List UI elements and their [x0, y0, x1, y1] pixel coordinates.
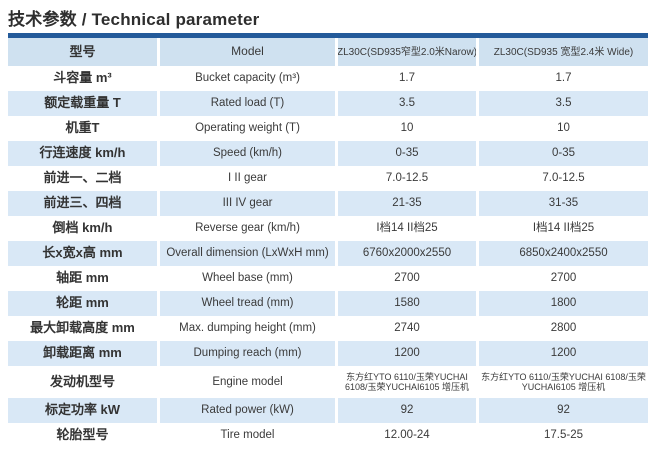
param-label-zh: 最大卸载高度 mm [30, 320, 135, 336]
param-value-narrow: 1200 [338, 341, 476, 366]
param-label-en: Overall dimension (LxWxH mm) [160, 241, 335, 266]
param-value-wide: 1800 [479, 291, 648, 316]
param-value-wide: 92 [479, 398, 648, 423]
param-label-zh: 轮距 mm [8, 291, 157, 316]
param-label-en: Wheel base (mm) [202, 272, 293, 285]
table-row: 行连速度 km/h Speed (km/h) 0-35 0-35 [8, 141, 648, 166]
param-label-zh: 机重T [65, 120, 100, 136]
table-row: 卸载距离 mm Dumping reach (mm) 1200 1200 [8, 341, 648, 366]
param-label-zh: 斗容量 m³ [53, 70, 112, 86]
param-value-narrow: 7.0-12.5 [385, 172, 429, 185]
param-value-narrow: 6760x2000x2550 [338, 241, 476, 266]
param-value-narrow: 2740 [394, 322, 420, 335]
param-label-en: III IV gear [160, 191, 335, 216]
param-value-wide: 31-35 [479, 191, 648, 216]
param-label-zh: 轮胎型号 [56, 427, 109, 443]
param-label-zh: 前进一、二档 [43, 170, 122, 186]
param-value-narrow: 12.00-24 [384, 429, 430, 442]
param-label-zh: 前进三、四档 [8, 191, 157, 216]
param-value-wide: 10 [557, 122, 570, 135]
param-label-zh: 行连速度 km/h [8, 141, 157, 166]
param-label-zh: 卸载距离 mm [8, 341, 157, 366]
table-row: 斗容量 m³ Bucket capacity (m³) 1.7 1.7 [8, 66, 648, 91]
param-value-narrow: I档14 II档25 [376, 222, 438, 235]
table-row: 长x宽x高 mm Overall dimension (LxWxH mm) 67… [8, 241, 648, 266]
param-label-en: Tire model [220, 429, 275, 442]
param-label-zh: 发动机型号 [49, 373, 115, 389]
param-value-narrow: 1.7 [399, 72, 415, 85]
technical-parameter-table: 型号 Model ZL30C(SD935窄型2.0米Narow) ZL30C(S… [8, 38, 648, 448]
param-label-en: Bucket capacity (m³) [195, 72, 300, 85]
param-label-zh: 轴距 mm [56, 270, 109, 286]
header-model-label-zh: 型号 [8, 38, 157, 66]
table-row: 轴距 mm Wheel base (mm) 2700 2700 [8, 266, 648, 291]
param-value-wide: 6850x2400x2550 [479, 241, 648, 266]
param-label-en: Engine model [212, 375, 283, 388]
param-label-zh: 标定功率 kW [8, 398, 157, 423]
param-label-en: Reverse gear (km/h) [195, 222, 300, 235]
param-value-wide: 17.5-25 [543, 429, 583, 442]
param-label-en: Operating weight (T) [195, 122, 300, 135]
param-value-wide: 东方红YTO 6110/玉荣YUCHAI 6108/玉荣YUCHAI6105 增… [481, 371, 646, 393]
table-row: 倒档 km/h Reverse gear (km/h) I档14 II档25 I… [8, 216, 648, 241]
param-label-en: I II gear [228, 172, 267, 185]
param-label-zh: 倒档 km/h [52, 220, 113, 236]
param-value-narrow: 92 [338, 398, 476, 423]
param-value-narrow: 2700 [394, 272, 420, 285]
param-value-wide: 1.7 [555, 72, 572, 85]
param-value-wide: 7.0-12.5 [542, 172, 585, 185]
param-label-en: Max. dumping height (mm) [179, 322, 316, 335]
param-label-en: Dumping reach (mm) [160, 341, 335, 366]
table-row: 前进三、四档 III IV gear 21-35 31-35 [8, 191, 648, 216]
header-variant-wide: ZL30C(SD935 宽型2.4米 Wide) [479, 38, 648, 66]
param-label-en: Rated load (T) [160, 91, 335, 116]
param-label-zh: 额定载重量 T [8, 91, 157, 116]
table-row: 机重T Operating weight (T) 10 10 [8, 116, 648, 141]
table-row: 最大卸载高度 mm Max. dumping height (mm) 2740 … [8, 316, 648, 341]
param-value-wide: 2700 [550, 272, 577, 285]
param-value-narrow: 0-35 [338, 141, 476, 166]
table-row: 额定载重量 T Rated load (T) 3.5 3.5 [8, 91, 648, 116]
param-value-narrow: 10 [400, 122, 414, 135]
param-label-en: Rated power (kW) [160, 398, 335, 423]
param-value-wide: 3.5 [479, 91, 648, 116]
param-value-wide: 1200 [479, 341, 648, 366]
param-label-zh: 长x宽x高 mm [8, 241, 157, 266]
param-value-narrow: 3.5 [338, 91, 476, 116]
table-row: 标定功率 kW Rated power (kW) 92 92 [8, 398, 648, 423]
param-label-en: Wheel tread (mm) [160, 291, 335, 316]
param-label-en: Speed (km/h) [160, 141, 335, 166]
param-value-wide: I档14 II档25 [532, 222, 595, 235]
param-value-wide: 0-35 [479, 141, 648, 166]
param-value-narrow: 1580 [338, 291, 476, 316]
header-model-label-en: Model [160, 38, 335, 66]
param-value-narrow: 东方红YTO 6110/玉荣YUCHAI 6108/玉荣YUCHAI6105 增… [344, 371, 470, 393]
table-row: 发动机型号 Engine model 东方红YTO 6110/玉荣YUCHAI … [8, 366, 648, 398]
param-value-narrow: 21-35 [338, 191, 476, 216]
header-variant-narrow: ZL30C(SD935窄型2.0米Narow) [338, 38, 476, 66]
page-title: 技术参数 / Technical parameter [8, 10, 260, 29]
param-value-wide: 2800 [550, 322, 577, 335]
table-row: 轮胎型号 Tire model 12.00-24 17.5-25 [8, 423, 648, 448]
table-row: 轮距 mm Wheel tread (mm) 1580 1800 [8, 291, 648, 316]
table-row: 前进一、二档 I II gear 7.0-12.5 7.0-12.5 [8, 166, 648, 191]
table-top-accent-bar [8, 33, 648, 38]
table-header-row: 型号 Model ZL30C(SD935窄型2.0米Narow) ZL30C(S… [8, 38, 648, 66]
